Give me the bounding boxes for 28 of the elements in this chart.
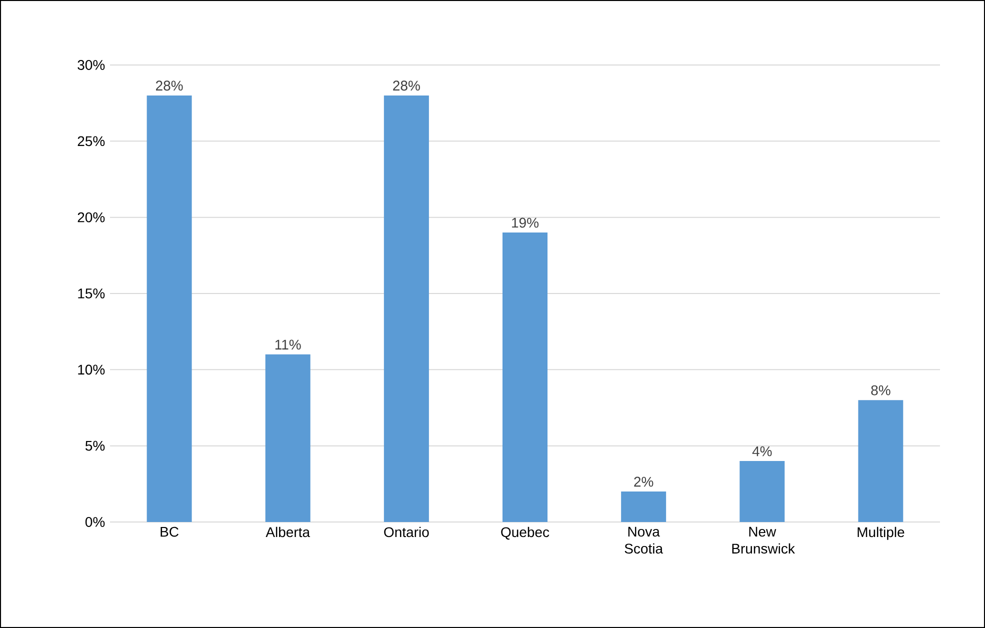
y-tick-label: 10%: [78, 364, 105, 375]
data-label: 19%: [512, 218, 539, 228]
bar: [265, 354, 310, 522]
data-label: 11%: [275, 340, 301, 350]
bar: [621, 492, 666, 522]
x-tick-label: BC: [160, 526, 178, 537]
x-tick-label: Alberta: [266, 526, 310, 538]
bar: [858, 400, 904, 522]
x-tick-label: Multiple: [858, 526, 904, 540]
data-label: 2%: [634, 476, 654, 487]
x-tick-label: Nova Scotia: [624, 526, 664, 554]
bar: [146, 95, 192, 522]
bar: [740, 461, 785, 522]
y-tick-label: 20%: [78, 212, 105, 222]
y-tick-label: 0%: [85, 517, 105, 527]
data-label: 28%: [156, 80, 183, 91]
y-tick-label: 5%: [85, 440, 105, 451]
x-tick-label: New Brunswick: [732, 526, 795, 554]
bar: [384, 95, 429, 522]
data-label: 28%: [393, 80, 420, 91]
x-tick-label: Ontario: [384, 526, 429, 538]
y-tick-label: 15%: [78, 288, 105, 298]
x-tick-label: Quebec: [501, 526, 550, 540]
y-tick-label: 30%: [78, 60, 105, 70]
y-tick-label: 25%: [78, 136, 105, 146]
bar: [502, 232, 548, 522]
data-label: 8%: [871, 385, 890, 396]
data-label: 4%: [752, 446, 772, 456]
